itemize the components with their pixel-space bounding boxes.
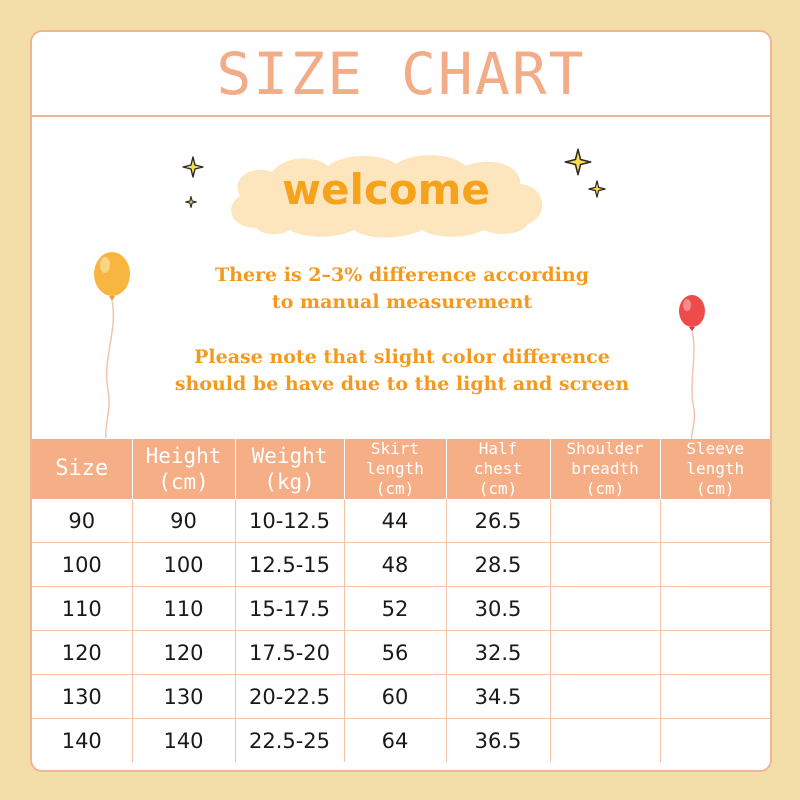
sparkle-icon xyxy=(588,180,606,198)
table-row: 130 130 20-22.5 60 34.5 xyxy=(32,674,770,719)
header-line: (cm) xyxy=(695,479,735,498)
cell-half-chest: 36.5 xyxy=(445,718,550,762)
header-size: Size xyxy=(32,439,132,499)
cell-size: 120 xyxy=(32,630,132,675)
size-chart-card: SIZE CHART welcome There is 2–3% differe… xyxy=(30,30,772,772)
cell-skirt-length: 48 xyxy=(343,542,446,587)
cell-sleeve-length xyxy=(659,542,770,587)
header-half-chest: Half chest (cm) xyxy=(445,439,550,499)
color-note: Please note that slight color difference… xyxy=(122,344,682,398)
cell-sleeve-length xyxy=(659,586,770,631)
header-height: Height (cm) xyxy=(131,439,235,499)
cell-shoulder-breadth xyxy=(549,674,660,719)
sparkle-icon xyxy=(564,148,592,176)
cell-shoulder-breadth xyxy=(549,542,660,587)
header-line: (cm) xyxy=(375,479,415,498)
cell-half-chest: 28.5 xyxy=(445,542,550,587)
cell-sleeve-length xyxy=(659,630,770,675)
cell-height: 100 xyxy=(131,542,235,587)
table-row: 110 110 15-17.5 52 30.5 xyxy=(32,586,770,631)
header-line: (cm) xyxy=(585,479,625,498)
cell-skirt-length: 52 xyxy=(343,586,446,631)
cell-weight: 22.5-25 xyxy=(234,718,344,762)
welcome-heading: welcome xyxy=(282,165,490,214)
header-line: (cm) xyxy=(478,479,518,498)
cell-shoulder-breadth xyxy=(549,718,660,762)
header-line: Height xyxy=(145,444,222,468)
cell-size: 110 xyxy=(32,586,132,631)
cell-shoulder-breadth xyxy=(549,630,660,675)
header-line: Size xyxy=(55,456,109,481)
title-bar: SIZE CHART xyxy=(32,32,770,117)
page-title: SIZE CHART xyxy=(216,39,586,108)
header-line: Half xyxy=(478,439,518,458)
table-row: 100 100 12.5-15 48 28.5 xyxy=(32,542,770,587)
red-balloon-icon xyxy=(679,295,705,443)
header-line: (cm) xyxy=(158,470,209,494)
header-line: length xyxy=(366,459,424,478)
cell-sleeve-length xyxy=(659,674,770,719)
cell-half-chest: 26.5 xyxy=(445,499,550,543)
header-weight: Weight (kg) xyxy=(234,439,344,499)
sparkle-icon xyxy=(182,156,204,178)
note-line: Please note that slight color difference xyxy=(194,346,610,368)
note-line: to manual measurement xyxy=(271,291,533,313)
cell-height: 110 xyxy=(131,586,235,631)
cell-weight: 10-12.5 xyxy=(234,499,344,543)
header-sleeve-length: Sleeve length (cm) xyxy=(659,439,770,499)
table-header-row: Size Height (cm) Weight (kg) Skirt lengt… xyxy=(32,439,770,499)
cell-half-chest: 34.5 xyxy=(445,674,550,719)
cell-height: 140 xyxy=(131,718,235,762)
note-line: There is 2–3% difference according xyxy=(215,264,589,286)
cell-weight: 12.5-15 xyxy=(234,542,344,587)
header-line: breadth xyxy=(571,459,639,478)
header-line: length xyxy=(686,459,745,478)
size-table: Size Height (cm) Weight (kg) Skirt lengt… xyxy=(32,439,770,762)
cell-height: 120 xyxy=(131,630,235,675)
cell-size: 130 xyxy=(32,674,132,719)
header-line: (kg) xyxy=(264,470,315,494)
cell-weight: 17.5-20 xyxy=(234,630,344,675)
cell-skirt-length: 56 xyxy=(343,630,446,675)
cell-sleeve-length xyxy=(659,718,770,762)
header-line: Weight xyxy=(251,444,328,468)
cell-weight: 15-17.5 xyxy=(234,586,344,631)
cell-sleeve-length xyxy=(659,499,770,543)
header-line: Shoulder xyxy=(566,439,644,458)
header-line: Skirt xyxy=(370,439,420,458)
cell-half-chest: 30.5 xyxy=(445,586,550,631)
header-line: Sleeve xyxy=(686,439,745,458)
cell-shoulder-breadth xyxy=(549,499,660,543)
table-row: 120 120 17.5-20 56 32.5 xyxy=(32,630,770,675)
cell-skirt-length: 44 xyxy=(343,499,446,543)
table-row: 90 90 10-12.5 44 26.5 xyxy=(32,499,770,543)
yellow-balloon-icon xyxy=(94,252,130,439)
note-line: should be have due to the light and scre… xyxy=(174,373,630,395)
welcome-cloud xyxy=(231,155,543,238)
header-line: chest xyxy=(473,459,523,478)
header-shoulder-breadth: Shoulder breadth (cm) xyxy=(549,439,660,499)
cell-height: 130 xyxy=(131,674,235,719)
cell-size: 100 xyxy=(32,542,132,587)
cell-shoulder-breadth xyxy=(549,586,660,631)
cell-half-chest: 32.5 xyxy=(445,630,550,675)
cell-size: 140 xyxy=(32,718,132,762)
sparkle-icon xyxy=(185,196,197,208)
cell-skirt-length: 64 xyxy=(343,718,446,762)
table-row: 140 140 22.5-25 64 36.5 xyxy=(32,718,770,762)
cell-size: 90 xyxy=(68,508,96,533)
measurement-note: There is 2–3% difference according to ma… xyxy=(122,262,682,316)
cell-height: 90 xyxy=(131,499,235,543)
cell-weight: 20-22.5 xyxy=(234,674,344,719)
header-skirt-length: Skirt length (cm) xyxy=(343,439,446,499)
cell-skirt-length: 60 xyxy=(343,674,446,719)
